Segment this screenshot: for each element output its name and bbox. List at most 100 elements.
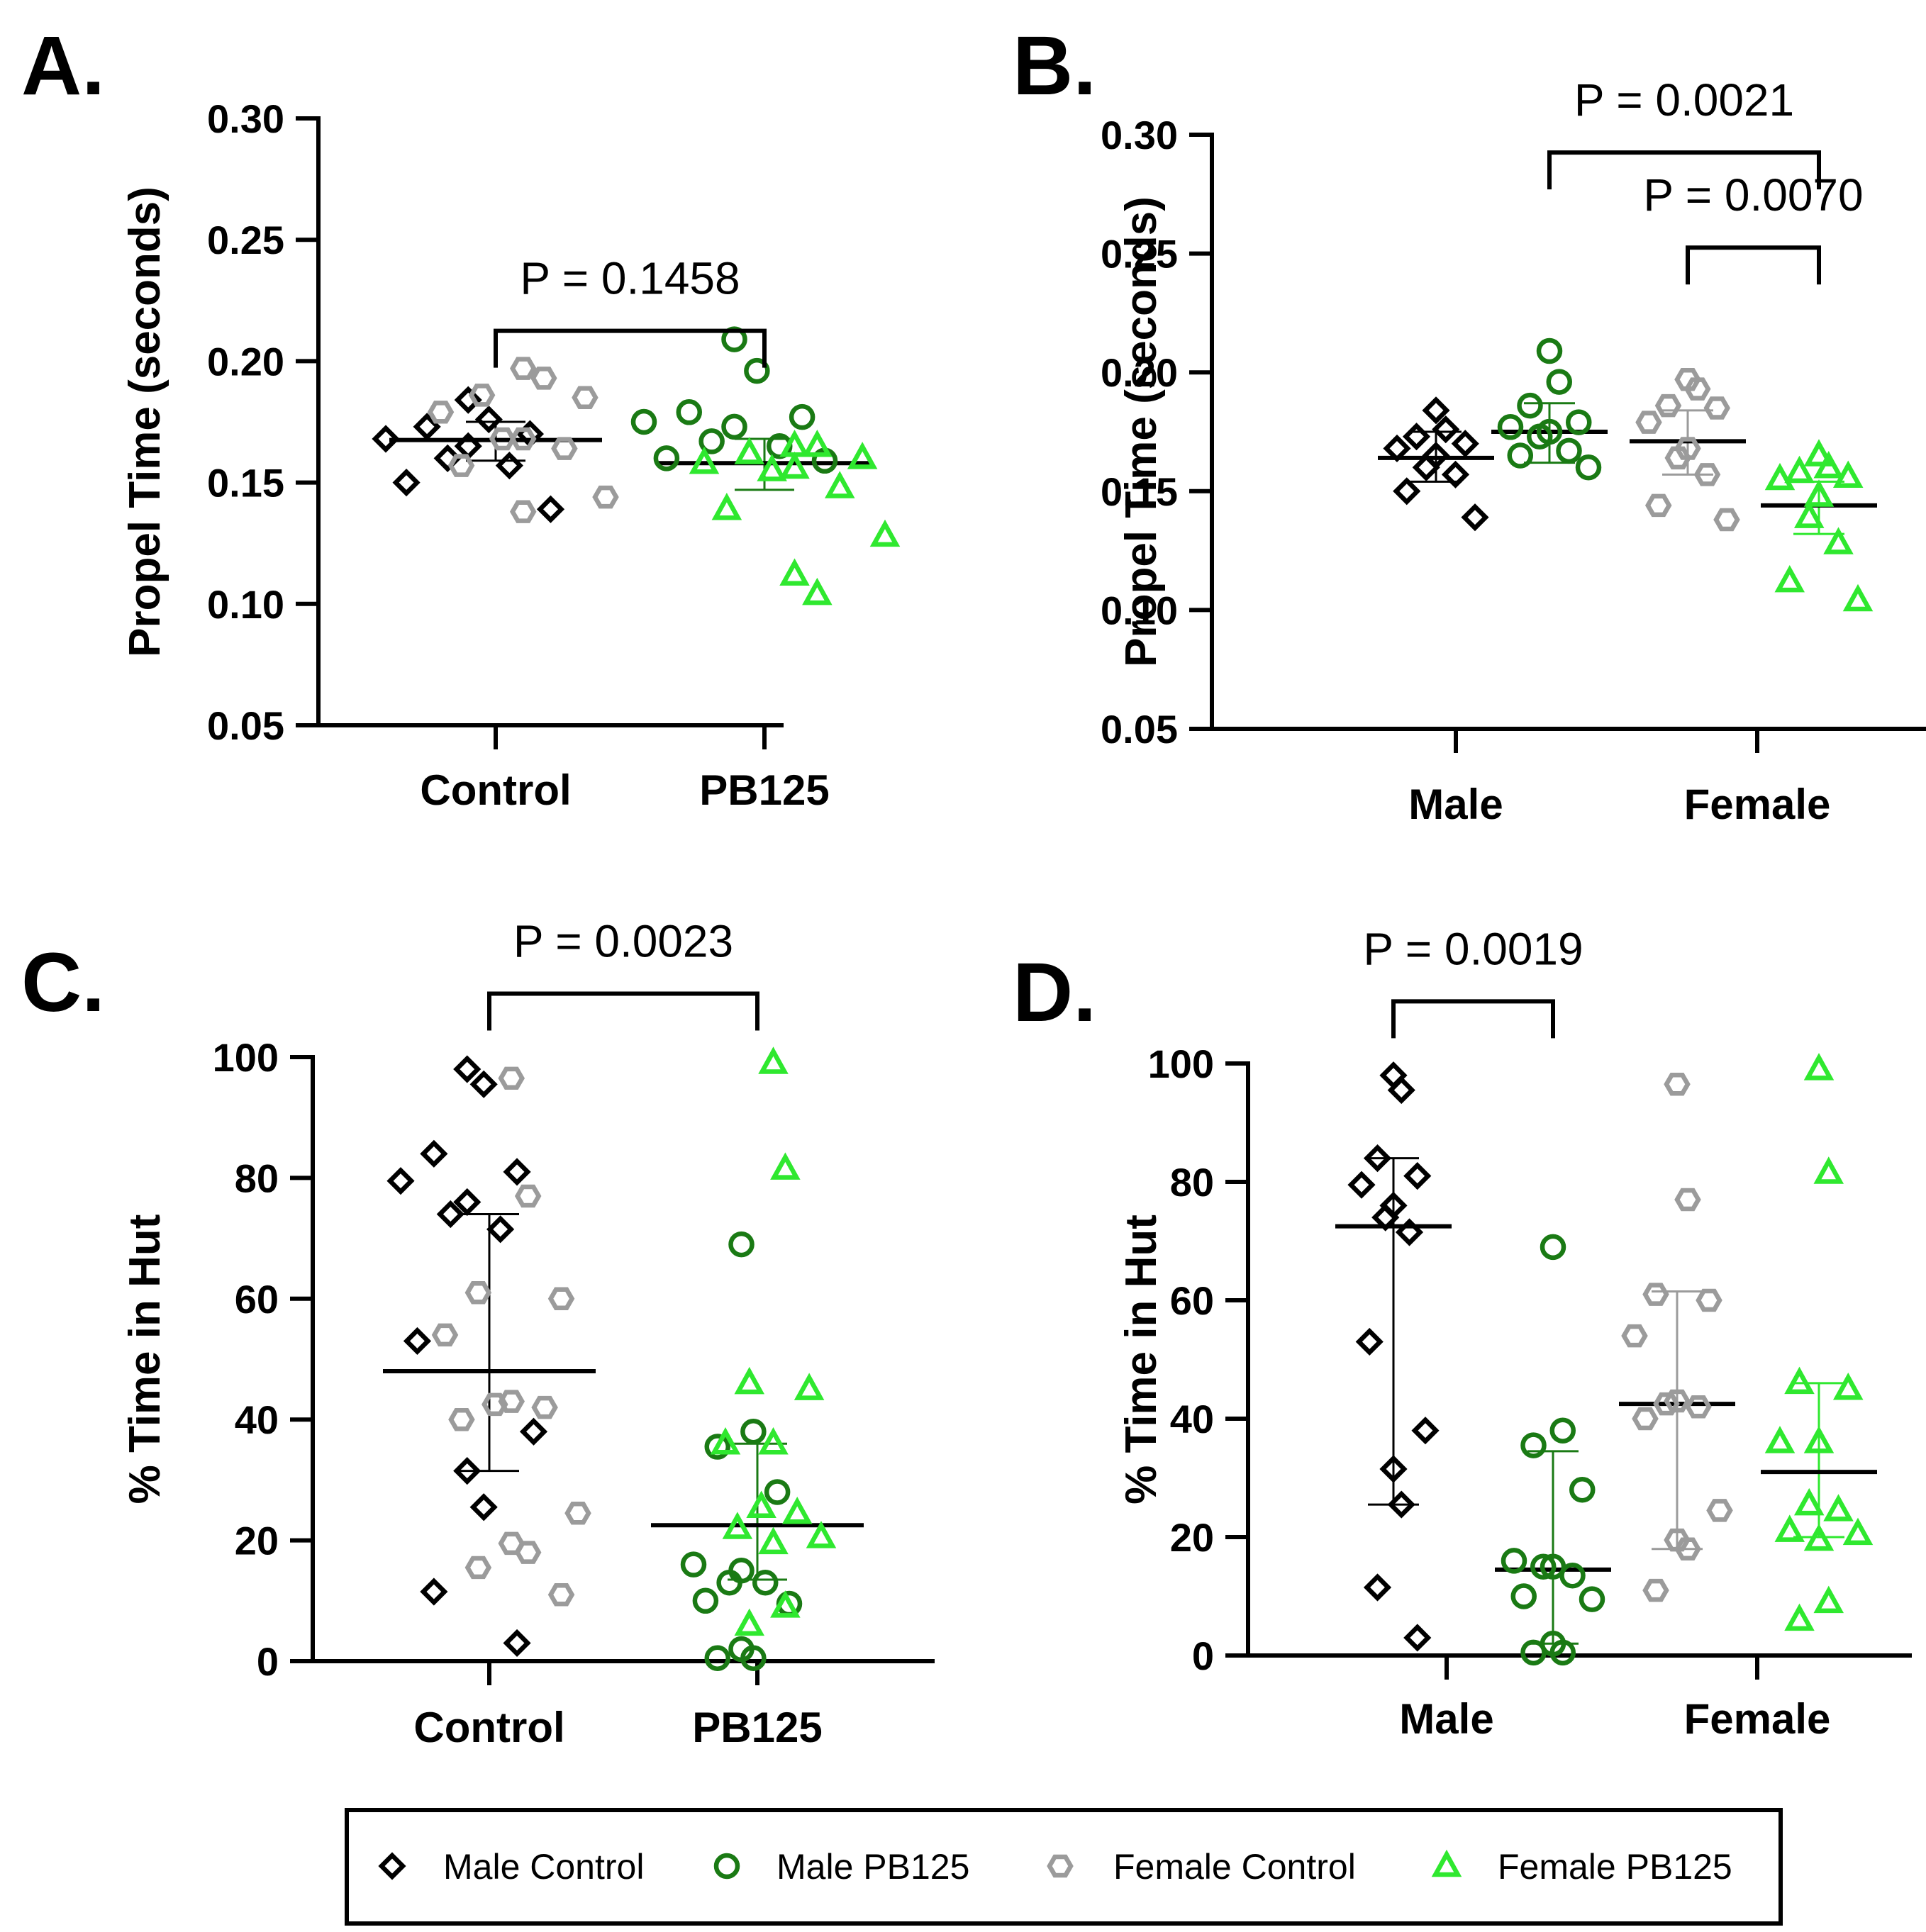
data-point: [781, 1497, 813, 1524]
data-point: [1793, 1487, 1825, 1516]
y-tick-label: 0.05: [207, 703, 284, 748]
y-tick-label: 0.15: [207, 461, 284, 506]
data-point: [1507, 442, 1533, 469]
data-point: [1764, 462, 1796, 491]
data-point: [514, 1184, 542, 1208]
data-point: [531, 1395, 558, 1419]
panel-b: B. 0.05 0.10 0.15 0.20 0.25 0.30 Propel Time (s…: [1013, 19, 1926, 828]
data-point: [453, 1457, 482, 1485]
data-point: [1664, 1389, 1691, 1413]
y-tick-label: 60: [235, 1277, 279, 1322]
data-point: [716, 1569, 742, 1596]
data-point: [1823, 1494, 1854, 1521]
data-point: [469, 1493, 498, 1521]
data-point: [420, 1578, 448, 1606]
data-point: [1644, 493, 1672, 518]
data-point: [1774, 1514, 1805, 1542]
y-tick-label: 0.30: [1101, 113, 1178, 157]
data-point: [764, 1479, 791, 1505]
significance-bracket: [487, 991, 759, 1031]
data-point: [721, 413, 747, 440]
data-point: [464, 1556, 492, 1580]
data-point: [1635, 411, 1662, 434]
data-point: [1387, 1076, 1415, 1105]
data-point: [372, 425, 400, 453]
y-tick-label: 0.10: [207, 582, 284, 627]
data-point: [1674, 1537, 1701, 1560]
data-point: [740, 1418, 767, 1445]
data-point: [824, 471, 855, 498]
legend-label: Female PB125: [1498, 1847, 1732, 1887]
data-point: [1395, 1218, 1424, 1246]
data-point: [1654, 393, 1682, 418]
significance-bracket: [1686, 245, 1821, 285]
data-point: [1664, 1528, 1691, 1552]
legend-label: Male PB125: [776, 1847, 969, 1887]
data-point: [653, 445, 680, 471]
data-point: [689, 446, 720, 474]
data-point: [1403, 1624, 1432, 1652]
data-point: [1559, 1563, 1586, 1589]
data-point: [1803, 1053, 1835, 1081]
data-point: [1566, 409, 1592, 435]
y-tick-label: 0: [257, 1639, 279, 1684]
x-tick-label: Female: [1684, 781, 1831, 828]
significance-bracket: [494, 328, 767, 368]
x-tick-label: Control: [413, 1704, 564, 1751]
data-point: [495, 452, 523, 480]
panel-letter: D.: [1013, 946, 1096, 1039]
data-point: [1832, 460, 1864, 488]
data-point: [676, 399, 702, 425]
data-point: [758, 1526, 789, 1555]
data-point: [734, 1366, 765, 1395]
x-tick-label: PB125: [699, 766, 829, 814]
legend-label: Male Control: [443, 1847, 644, 1887]
data-point: [453, 1188, 482, 1217]
data-point: [509, 357, 537, 380]
data-point: [1693, 463, 1721, 486]
data-point: [1422, 396, 1450, 425]
data-point: [547, 1287, 575, 1311]
data-point: [1683, 377, 1711, 401]
data-point: [447, 454, 475, 477]
data-point: [572, 386, 599, 410]
legend: Male Control Male PB125 Female Control Fema…: [345, 1808, 1783, 1926]
data-point: [869, 519, 901, 547]
data-point: [1703, 396, 1731, 420]
data-point: [721, 326, 747, 352]
y-tick-label: 0.20: [207, 339, 284, 384]
data-point: [806, 1521, 837, 1548]
y-axis-title: % Time in Hut: [121, 1215, 169, 1504]
data-point: [392, 469, 421, 497]
data-point: [758, 1046, 789, 1074]
x-tick-label: Male: [1399, 1695, 1493, 1743]
data-point: [482, 1392, 508, 1417]
data-point: [1823, 527, 1854, 554]
y-tick-label: 0: [1192, 1634, 1214, 1678]
data-point: [1527, 423, 1553, 450]
data-point: [1813, 451, 1844, 479]
data-point: [1501, 1548, 1527, 1574]
data-point: [1517, 392, 1543, 419]
data-point: [1784, 1366, 1815, 1395]
data-point: [1832, 1373, 1864, 1400]
data-point: [431, 1323, 459, 1347]
data-point: [503, 1629, 531, 1658]
data-point: [847, 442, 878, 469]
data-point: [486, 1215, 515, 1244]
data-point: [1569, 1476, 1596, 1503]
p-value-label: P = 0.0019: [1363, 923, 1583, 974]
y-axis-title: % Time in Hut: [1117, 1215, 1166, 1504]
data-point: [779, 451, 810, 479]
p-value-label: P = 0.1458: [520, 253, 740, 304]
y-tick-label: 20: [235, 1519, 279, 1563]
data-point: [1497, 414, 1524, 440]
data-point: [469, 1070, 498, 1098]
data-point: [722, 1512, 753, 1539]
data-point: [1764, 1426, 1796, 1453]
data-point: [711, 493, 742, 520]
legend-marker-circle: [713, 1853, 740, 1880]
legend-label: Female Control: [1113, 1847, 1356, 1887]
data-point: [630, 408, 657, 435]
